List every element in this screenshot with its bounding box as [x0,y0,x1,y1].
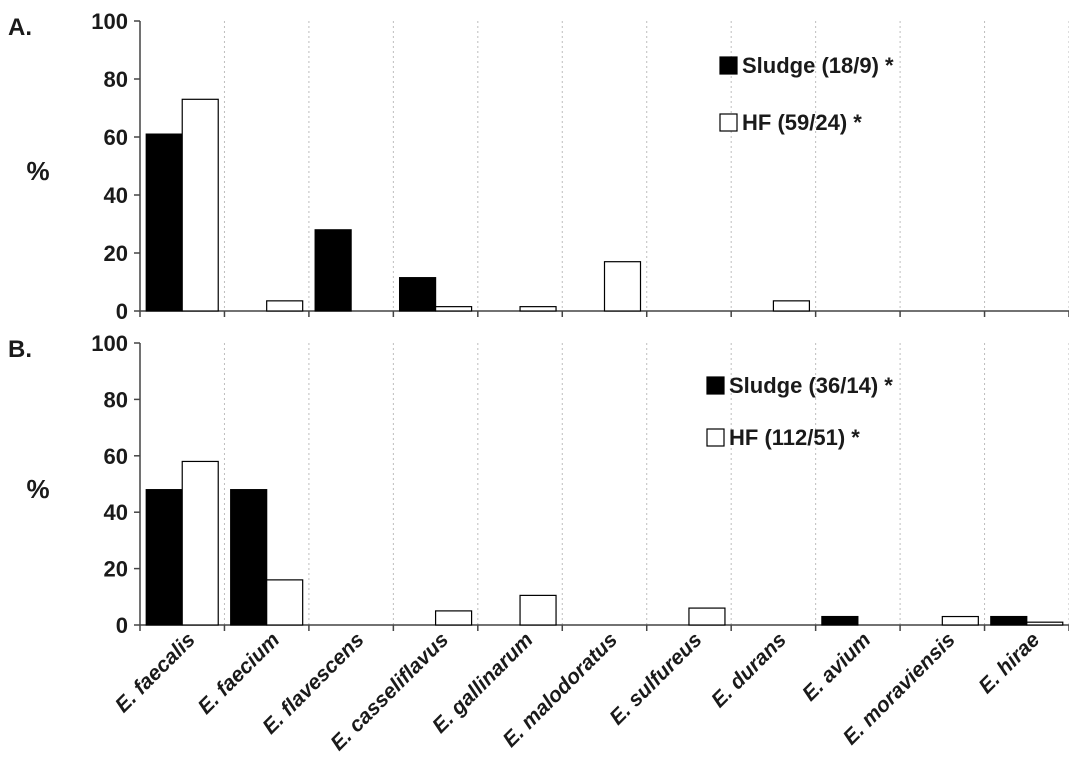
bar-hf-5 [603,261,642,312]
legend-label-hf: HF (59/24) * [742,110,862,135]
panel-label: B. [8,336,32,363]
bar-sludge-8 [821,615,859,626]
y-axis-label: % [26,156,49,186]
y-tick-label: 100 [91,9,128,34]
bar-sludge-3 [398,277,437,312]
legend-swatch-hf [719,113,738,132]
x-category-label: E. hirae [974,628,1044,698]
x-category-label: E. avium [798,628,875,705]
bar-sludge-0 [145,489,183,626]
y-tick-label: 80 [104,67,128,92]
bar-hf-0 [181,98,219,312]
bar-sludge-10 [990,615,1028,626]
y-tick-label: 20 [104,557,128,582]
bar-sludge-2 [314,229,352,312]
bar-hf-7 [772,300,811,312]
x-category-label: E. durans [707,628,791,712]
y-tick-label: 80 [104,387,128,412]
y-tick-label: 60 [104,125,128,150]
legend-label-sludge: Sludge (36/14) * [729,373,893,398]
bar-hf-3 [434,306,473,312]
bar-hf-4 [519,306,557,312]
chart-panel-a: 0 20 40 60 80 100 A.% Sludge (18/9) * HF (59/24)… [8,9,1069,324]
y-tick-label: 0 [116,299,128,324]
x-category-label: E. faecium [194,628,285,719]
y-tick-label: 40 [104,500,128,525]
y-tick-label: 60 [104,444,128,469]
legend-marker-star: * [853,110,862,135]
legend-swatch-sludge [706,376,725,395]
legend-label-sludge: Sludge (18/9) * [742,53,894,78]
chart-panel-b: 0 20 40 60 80 100 B.% Sludge (36/14) * HF (112/5… [8,331,1069,638]
bar-sludge-0 [145,133,183,312]
legend-marker-star: * [885,53,894,78]
bar-hf-6 [688,607,726,626]
legend-swatch-sludge [719,56,738,75]
legend-swatch-hf [706,428,725,447]
bar-hf-1 [266,300,304,312]
bar-hf-3 [434,610,473,626]
y-axis-label: % [26,474,49,504]
bar-sludge-1 [230,489,268,626]
y-tick-label: 40 [104,183,128,208]
panel-label: A. [8,14,32,41]
legend-marker-star: * [884,373,893,398]
y-tick-label: 0 [116,613,128,638]
bar-hf-4 [519,594,557,626]
y-tick-label: 20 [104,241,128,266]
bar-hf-9 [941,615,979,626]
legend-label-hf: HF (112/51) * [729,425,860,450]
y-tick-label: 100 [91,331,128,356]
legend-marker-star: * [851,425,860,450]
bar-hf-1 [266,579,304,626]
bar-hf-0 [181,460,219,626]
x-category-label: E. faecalis [111,628,200,717]
bar-hf-10 [1026,621,1064,626]
